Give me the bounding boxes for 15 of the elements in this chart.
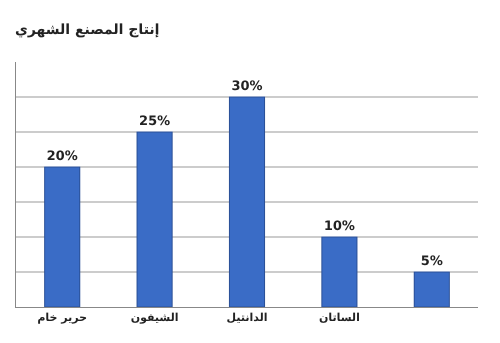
x-tick-label: الشيفون (130, 311, 178, 324)
bar (228, 96, 266, 307)
bar (321, 236, 358, 307)
data-label: 25% (139, 114, 170, 129)
data-label: 5% (420, 254, 443, 269)
bar (414, 272, 450, 307)
chart-title: إنتاج المصنع الشهري (15, 22, 160, 38)
bar (44, 166, 80, 307)
bar (136, 132, 173, 307)
data-label: 20% (46, 149, 78, 164)
x-tick-label: الدانتيل (226, 311, 268, 324)
data-label: 10% (324, 219, 355, 234)
x-tick-label: الساتان (318, 311, 360, 324)
data-label: 30% (231, 79, 263, 94)
x-tick-label: حرير خام (37, 311, 88, 324)
